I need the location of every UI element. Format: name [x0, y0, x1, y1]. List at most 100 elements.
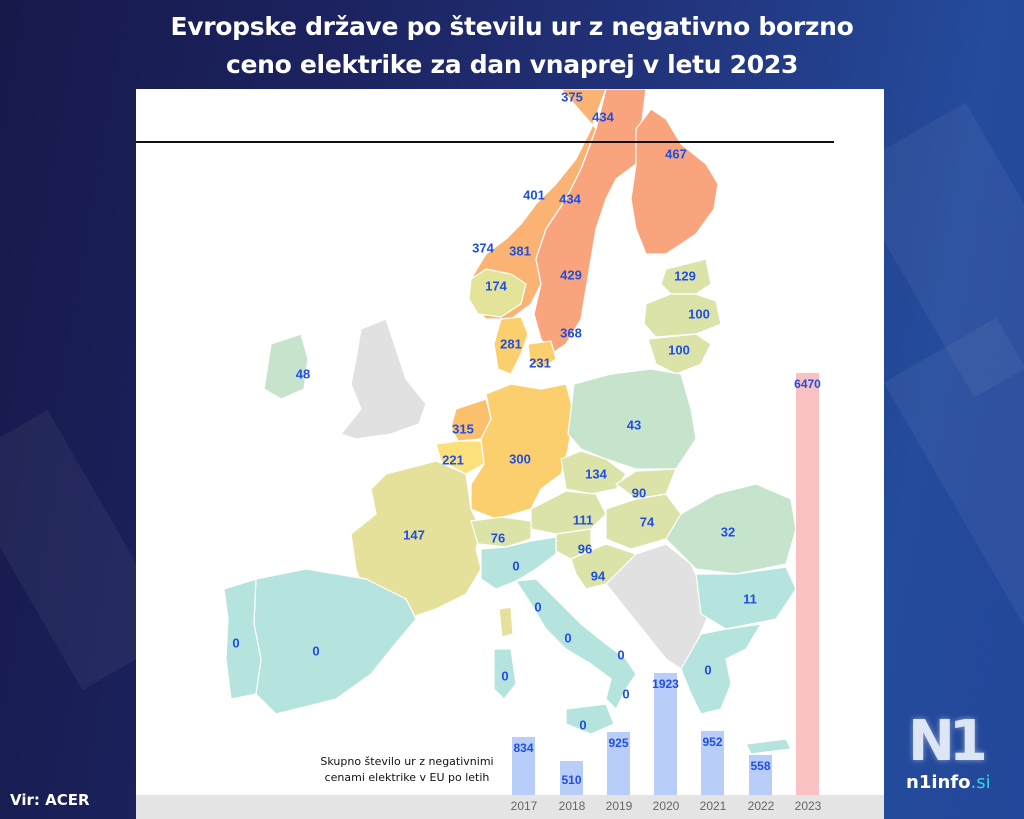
region-slovakia	[615, 468, 677, 500]
region-denmark-dk2	[527, 340, 557, 370]
bar-value: 834	[513, 741, 534, 755]
region-greece	[680, 623, 762, 715]
map-label: 43	[626, 417, 642, 433]
map-label: 315	[452, 421, 474, 437]
map-label: 0	[312, 643, 320, 659]
map-label: 74	[639, 514, 655, 530]
map-label: 90	[631, 485, 647, 501]
region-sardinia	[493, 648, 517, 700]
map-label: 94	[590, 568, 606, 584]
map-label: 0	[622, 686, 630, 702]
background-decoration	[883, 317, 1024, 643]
map-label: 300	[509, 451, 531, 467]
region-bulgaria	[695, 566, 797, 630]
map-label: 281	[500, 336, 522, 352]
map-label: 368	[560, 325, 582, 341]
bar-2023: 6470	[794, 373, 821, 795]
inset-caption-line-1: Skupno število ur z negativnimi	[320, 755, 494, 768]
map-label: 467	[665, 146, 687, 162]
map-label: 100	[688, 306, 710, 322]
year-label: 2020	[652, 799, 680, 813]
region-portugal	[223, 578, 262, 700]
region-ireland	[263, 333, 309, 400]
region-france	[350, 460, 482, 622]
bar-2018: 510	[560, 761, 583, 795]
map-label: 111	[572, 512, 594, 528]
year-label: 2021	[699, 799, 727, 813]
map-label: 0	[501, 668, 509, 684]
map-label: 434	[559, 191, 581, 207]
year-label: 2018	[558, 799, 586, 813]
map-label: 221	[442, 452, 464, 468]
region-germany	[470, 383, 575, 520]
region-corsica	[498, 606, 514, 638]
map-label: 381	[509, 243, 531, 259]
divider-line	[136, 141, 834, 143]
map-label: 134	[585, 466, 607, 482]
map-label: 0	[704, 662, 712, 678]
map-label: 76	[490, 530, 506, 546]
year-label: 2017	[510, 799, 538, 813]
region-lithuania	[647, 333, 712, 375]
map-panel: 375 434 467 401 434 374 381 429 174 368 …	[136, 89, 884, 819]
map-label: 48	[295, 366, 311, 382]
map-label: 96	[577, 541, 593, 557]
map-label: 375	[561, 89, 583, 105]
n1-logo: N1 n1info.si	[900, 712, 1010, 804]
map-label: 129	[674, 268, 696, 284]
bar-value: 925	[608, 736, 629, 750]
bar-2022: 558	[749, 755, 772, 795]
region-poland	[567, 368, 697, 470]
axis-strip	[136, 795, 884, 819]
logo-brand: n1info	[906, 772, 971, 793]
map-label: 374	[472, 240, 494, 256]
bar-value: 952	[702, 735, 723, 749]
bar-2017: 834	[512, 737, 535, 795]
chart-title: Evropske države po številu ur z negativn…	[0, 8, 1024, 84]
bar-value: 558	[750, 759, 771, 773]
source-label: Vir: ACER	[10, 791, 90, 809]
map-label: 401	[523, 187, 545, 203]
region-italy-north	[480, 536, 557, 590]
europe-map	[223, 89, 797, 755]
title-line-1: Evropske države po številu ur z negativn…	[170, 12, 854, 41]
region-norway-no2	[468, 268, 527, 318]
map-label: 0	[534, 599, 542, 615]
map-label: 0	[579, 717, 587, 733]
map-label: 0	[232, 635, 240, 651]
map-label: 0	[564, 630, 572, 646]
title-line-2: ceno elektrike za dan vnaprej v letu 202…	[225, 50, 799, 79]
bar-2020: 1923	[652, 673, 679, 795]
inset-caption-line-2: cenami elektrike v EU po letih	[324, 771, 490, 784]
map-label: 434	[592, 109, 614, 125]
region-finland	[630, 108, 719, 255]
map-label: 0	[512, 558, 520, 574]
bar-value: 6470	[794, 377, 821, 391]
region-latvia	[643, 293, 722, 338]
n1-logo-text: n1info.si	[906, 772, 991, 793]
region-italy-peninsula	[515, 578, 637, 710]
map-label: 174	[485, 278, 507, 294]
region-switzerland	[470, 516, 532, 548]
year-label: 2019	[605, 799, 633, 813]
bar-2019: 925	[607, 732, 630, 795]
year-label: 2023	[794, 799, 822, 813]
map-label: 429	[560, 267, 582, 283]
region-sicily	[565, 703, 615, 735]
region-denmark	[493, 316, 529, 375]
region-sweden	[533, 89, 647, 355]
inset-caption: Skupno število ur z negativnimi cenami e…	[302, 754, 512, 786]
bar-value: 510	[561, 773, 582, 787]
n1-logo-mark: N1	[908, 709, 988, 774]
region-crete	[745, 738, 792, 755]
map-label: 32	[720, 524, 736, 540]
map-label: 0	[617, 647, 625, 663]
year-label: 2022	[747, 799, 775, 813]
map-label: 147	[403, 527, 425, 543]
logo-tld: .si	[970, 772, 991, 793]
region-uk	[340, 318, 427, 440]
map-label: 11	[743, 591, 757, 607]
map-label: 231	[529, 355, 551, 371]
map-label: 100	[668, 342, 690, 358]
region-romania	[665, 483, 797, 575]
